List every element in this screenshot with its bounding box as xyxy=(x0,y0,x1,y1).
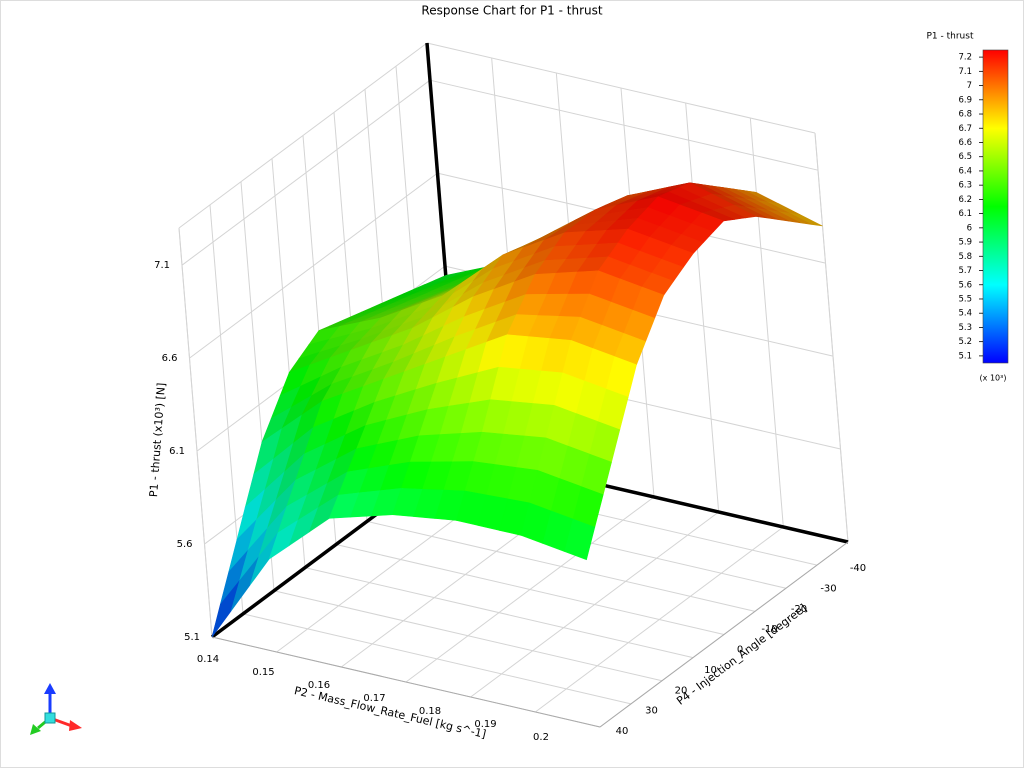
x-tick-label: 0.2 xyxy=(533,732,549,743)
colorbar-ticks: 5.1 5.2 5.3 5.4 5.5 5.6 5.7 5.8 5.9 6 6.1 6.2 6.3 6.4… xyxy=(958,53,983,361)
colorbar-tick-label: 6.7 xyxy=(958,124,972,134)
surface-patch xyxy=(564,518,596,561)
y-tick-label: -20 xyxy=(791,604,807,615)
colorbar-tick-label: 6.8 xyxy=(958,110,972,120)
colorbar-tick-label: 5.1 xyxy=(958,351,972,361)
colorbar-title: P1 - thrust xyxy=(927,32,974,42)
x-tick-label: 0.16 xyxy=(308,680,330,691)
colorbar-tick-label: 5.4 xyxy=(958,309,972,319)
colorbar-tick-label: 7.1 xyxy=(958,67,972,77)
grid-line xyxy=(304,567,694,659)
colorbar-tick-label: 5.5 xyxy=(958,294,972,304)
box-edge xyxy=(426,42,816,134)
box-edge xyxy=(814,132,849,543)
grid-line xyxy=(242,613,632,705)
labels: 0.14 0.15 0.16 0.17 0.18 0.19 0.2 40 30 20 10 0 -10 -… xyxy=(154,260,866,743)
colorbar-tick-label: 6.4 xyxy=(958,166,972,176)
triad-origin xyxy=(44,712,56,724)
triad-z-head xyxy=(44,683,56,694)
z-tick-label: 5.1 xyxy=(184,632,200,643)
colorbar-tick-label: 6 xyxy=(967,223,972,233)
colorbar-tick-label: 6.2 xyxy=(958,195,972,205)
grid-line xyxy=(429,79,819,171)
colorbar-tick-label: 7 xyxy=(967,81,972,91)
x-tick-label: 0.18 xyxy=(419,706,441,717)
axis-triad xyxy=(30,683,82,735)
grid-line xyxy=(273,590,663,682)
grid-line xyxy=(335,544,725,635)
colorbar-tick-label: 5.9 xyxy=(958,238,972,248)
colorbar-tick-label: 5.6 xyxy=(958,280,972,290)
z-tick-label: 7.1 xyxy=(154,260,170,271)
triad-x-head xyxy=(69,720,82,731)
y-tick-label: 30 xyxy=(645,706,658,717)
triad-y-head xyxy=(30,724,41,735)
box-edge xyxy=(178,227,213,638)
colorbar-tick-label: 5.3 xyxy=(958,323,972,333)
colorbar-tick-label: 6.3 xyxy=(958,181,972,191)
y-tick-label: 40 xyxy=(616,726,629,737)
y-tick-label: 10 xyxy=(704,665,717,676)
colorbar-tick-label: 5.8 xyxy=(958,252,972,262)
axis-line xyxy=(599,541,849,728)
colorbar-multiplier: (x 10³) xyxy=(980,374,1007,383)
z-tick-label: 6.1 xyxy=(169,446,185,457)
x-tick-label: 0.17 xyxy=(363,693,385,704)
y-tick-label: -10 xyxy=(761,624,777,635)
x-tick-label: 0.19 xyxy=(474,719,496,730)
y-tick-label: -30 xyxy=(820,583,836,594)
colorbar-tick-label: 6.5 xyxy=(958,152,972,162)
y-tick-label: -40 xyxy=(850,563,866,574)
colorbar-tick-label: 6.1 xyxy=(958,209,972,219)
colorbar-tick-label: 5.2 xyxy=(958,337,972,347)
z-tick-label: 6.6 xyxy=(162,353,178,364)
z-tick-label: 5.6 xyxy=(177,539,193,550)
colorbar-tick-label: 6.9 xyxy=(958,95,972,105)
grid-line xyxy=(189,172,438,359)
x-tick-label: 0.15 xyxy=(252,667,274,678)
x-tick-label: 0.14 xyxy=(197,654,219,665)
surface xyxy=(211,182,823,638)
colorbar-tick-label: 5.7 xyxy=(958,266,972,276)
axis-line xyxy=(211,636,601,728)
grid-line xyxy=(685,102,720,513)
chart-title: Response Chart for P1 - thrust xyxy=(421,4,602,18)
grid-line xyxy=(366,520,756,612)
colorbar xyxy=(982,49,1009,364)
colorbar-tick-label: 6.6 xyxy=(958,138,972,148)
colorbar-tick-label: 7.2 xyxy=(958,53,972,63)
box-edge xyxy=(178,42,428,229)
grid-line xyxy=(749,117,784,528)
y-tick-label: 0 xyxy=(737,645,743,656)
y-tick-label: 20 xyxy=(675,685,688,696)
grid-line xyxy=(181,79,431,266)
